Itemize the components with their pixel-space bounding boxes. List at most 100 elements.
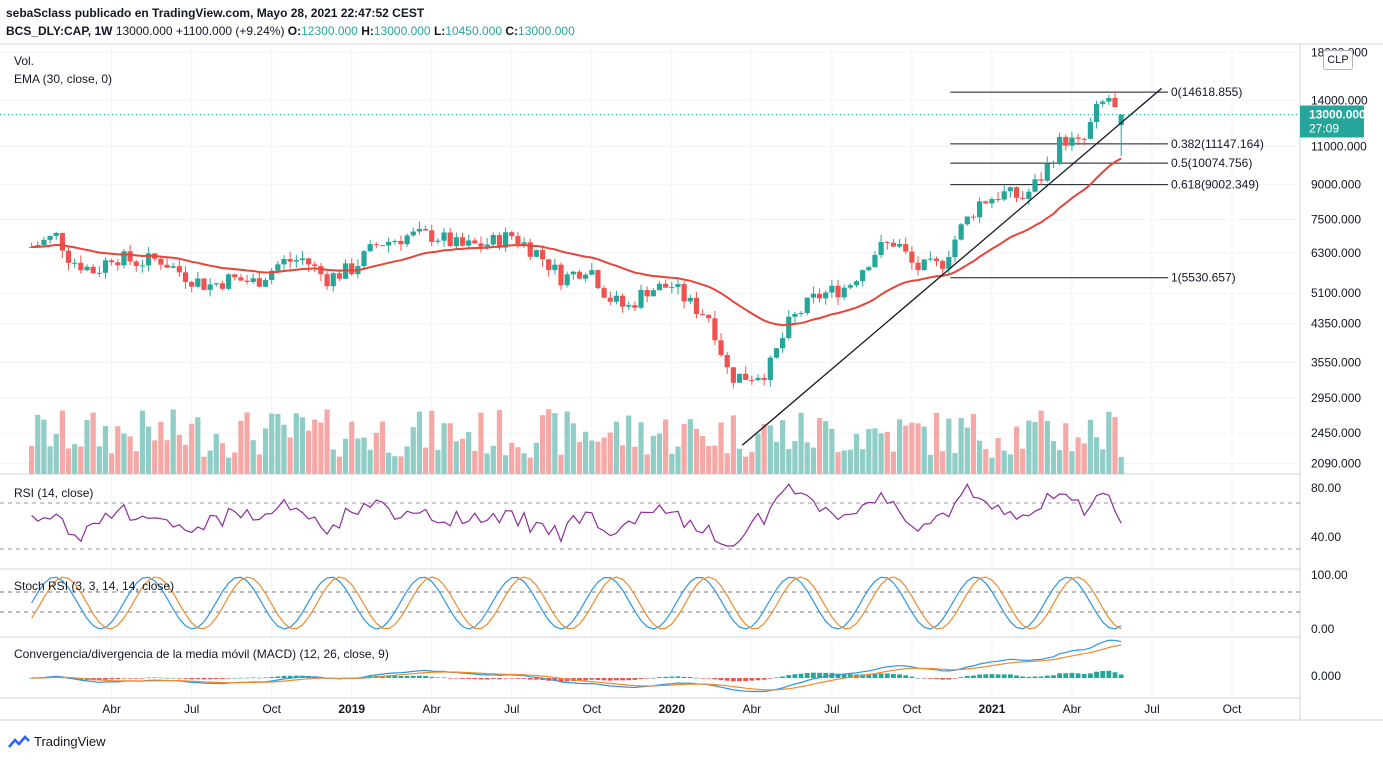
- candle-body: [225, 274, 232, 289]
- time-tick-label: Jul: [184, 702, 199, 716]
- candle-body: [761, 377, 767, 381]
- candle-body: [798, 313, 804, 315]
- macd-histogram-bar: [441, 677, 447, 679]
- macd-histogram-bar: [275, 676, 281, 678]
- volume-bar: [712, 445, 718, 474]
- volume-bar: [201, 456, 207, 474]
- macd-histogram-bar: [521, 678, 527, 679]
- fib-level-label: 0.618(9002.349): [1171, 178, 1259, 192]
- symbol-label[interactable]: BCS_DLY:CAP, 1W: [6, 24, 113, 38]
- volume-bar: [287, 437, 293, 474]
- stoch-label: Stoch RSI (3, 3, 14, 14, close): [14, 579, 175, 593]
- macd-histogram-bar: [121, 678, 127, 679]
- volume-bar: [1001, 450, 1007, 474]
- volume-bar: [564, 411, 570, 474]
- volume-bar: [546, 409, 552, 474]
- time-axis[interactable]: Abr Jul Oct 2019 Abr Jul Oct 2020 Abr Jul Oct 2021 A…: [102, 702, 1242, 716]
- trendline-group[interactable]: [741, 87, 1162, 446]
- candle-body: [379, 245, 386, 247]
- price-tick-label: 9000.000: [1311, 178, 1361, 192]
- time-tick-label: 2019: [338, 702, 365, 716]
- currency-button[interactable]: CLP: [1323, 50, 1353, 70]
- volume-bar: [41, 419, 47, 474]
- candle-body: [1069, 137, 1075, 146]
- volume-bar: [367, 449, 373, 474]
- candle-body: [712, 318, 718, 341]
- candle-body: [570, 271, 576, 275]
- candle-body: [903, 244, 909, 252]
- volume-bar: [872, 428, 878, 474]
- volume-bar: [189, 423, 195, 474]
- macd-histogram-bar: [109, 678, 115, 680]
- volume-bar: [730, 415, 736, 474]
- volume-bar: [724, 453, 730, 474]
- fib-level-label: 1(5530.657): [1171, 271, 1236, 285]
- macd-histogram-bar: [687, 677, 693, 678]
- macd-histogram-bar: [897, 674, 902, 678]
- price-tick-label: 2450.000: [1311, 426, 1361, 440]
- volume-bar: [521, 453, 527, 474]
- fib-retracement[interactable]: 0(14618.855) 0.382(11147.164) 0.5(10074.75…: [950, 85, 1264, 285]
- volume-bar: [749, 451, 755, 474]
- candle-body: [976, 201, 983, 218]
- tradingview-logo[interactable]: TradingView: [8, 734, 106, 749]
- macd-histogram-bar: [700, 678, 705, 679]
- candle-body: [835, 285, 841, 298]
- volume-bar: [552, 413, 558, 474]
- volume-bar: [792, 441, 798, 474]
- macd-histogram-bar: [1063, 673, 1069, 678]
- macd-pane: [29, 639, 1124, 693]
- macd-histogram-bar: [891, 673, 896, 678]
- macd-histogram-bar: [484, 678, 490, 680]
- candle-body: [53, 232, 59, 236]
- volume-bar: [681, 424, 687, 474]
- volume-bar: [1020, 448, 1026, 474]
- rsi-label: RSI (14, close): [14, 486, 94, 500]
- volume-bar: [576, 441, 583, 474]
- candle-body: [767, 357, 773, 381]
- macd-histogram-bar: [460, 678, 465, 679]
- candle-body: [841, 287, 847, 298]
- candle-body: [724, 355, 730, 368]
- candle-body: [176, 266, 182, 273]
- volume-bar: [663, 419, 669, 474]
- candle-body: [829, 285, 835, 293]
- volume-bar: [1013, 426, 1020, 474]
- volume-bar: [158, 421, 164, 474]
- fib-level-label: 0(14618.855): [1171, 85, 1242, 99]
- macd-histogram-bar: [453, 678, 459, 679]
- volume-bar: [1087, 419, 1093, 474]
- candle-body: [583, 274, 589, 279]
- macd-histogram-bar: [140, 678, 145, 679]
- volume-bar: [59, 410, 65, 474]
- candle-body: [1081, 138, 1087, 140]
- volume-bar: [65, 448, 72, 474]
- macd-histogram-bar: [509, 678, 515, 679]
- candle-body: [601, 288, 607, 298]
- volume-bar: [509, 442, 515, 474]
- candle-body: [416, 228, 423, 232]
- candle-body: [964, 216, 970, 225]
- candle-body: [336, 273, 342, 279]
- volume-bar: [195, 417, 201, 474]
- fib-level-label: 0.5(10074.756): [1171, 156, 1252, 170]
- volume-bar: [47, 446, 53, 474]
- macd-histogram-bar: [1118, 674, 1124, 678]
- volume-bar: [995, 438, 1001, 474]
- volume-bar: [915, 423, 921, 474]
- macd-histogram-bar: [96, 678, 102, 681]
- volume-bar: [207, 450, 213, 474]
- macd-histogram-bar: [650, 677, 656, 679]
- candle-body: [109, 260, 115, 263]
- candle-body: [970, 216, 977, 218]
- macd-histogram-bar: [170, 677, 176, 679]
- macd-histogram-bar: [533, 678, 539, 680]
- macd-histogram-bar: [669, 676, 675, 678]
- candle-body: [219, 283, 226, 289]
- volume-bar: [613, 421, 620, 474]
- price-axis[interactable]: 18000.00014000.00011000.0009000.0007500.…: [0, 45, 1368, 683]
- high-value: 13000.000: [373, 24, 431, 38]
- volume-bar: [275, 413, 281, 474]
- indicator-tick-label: 100.00: [1311, 568, 1348, 582]
